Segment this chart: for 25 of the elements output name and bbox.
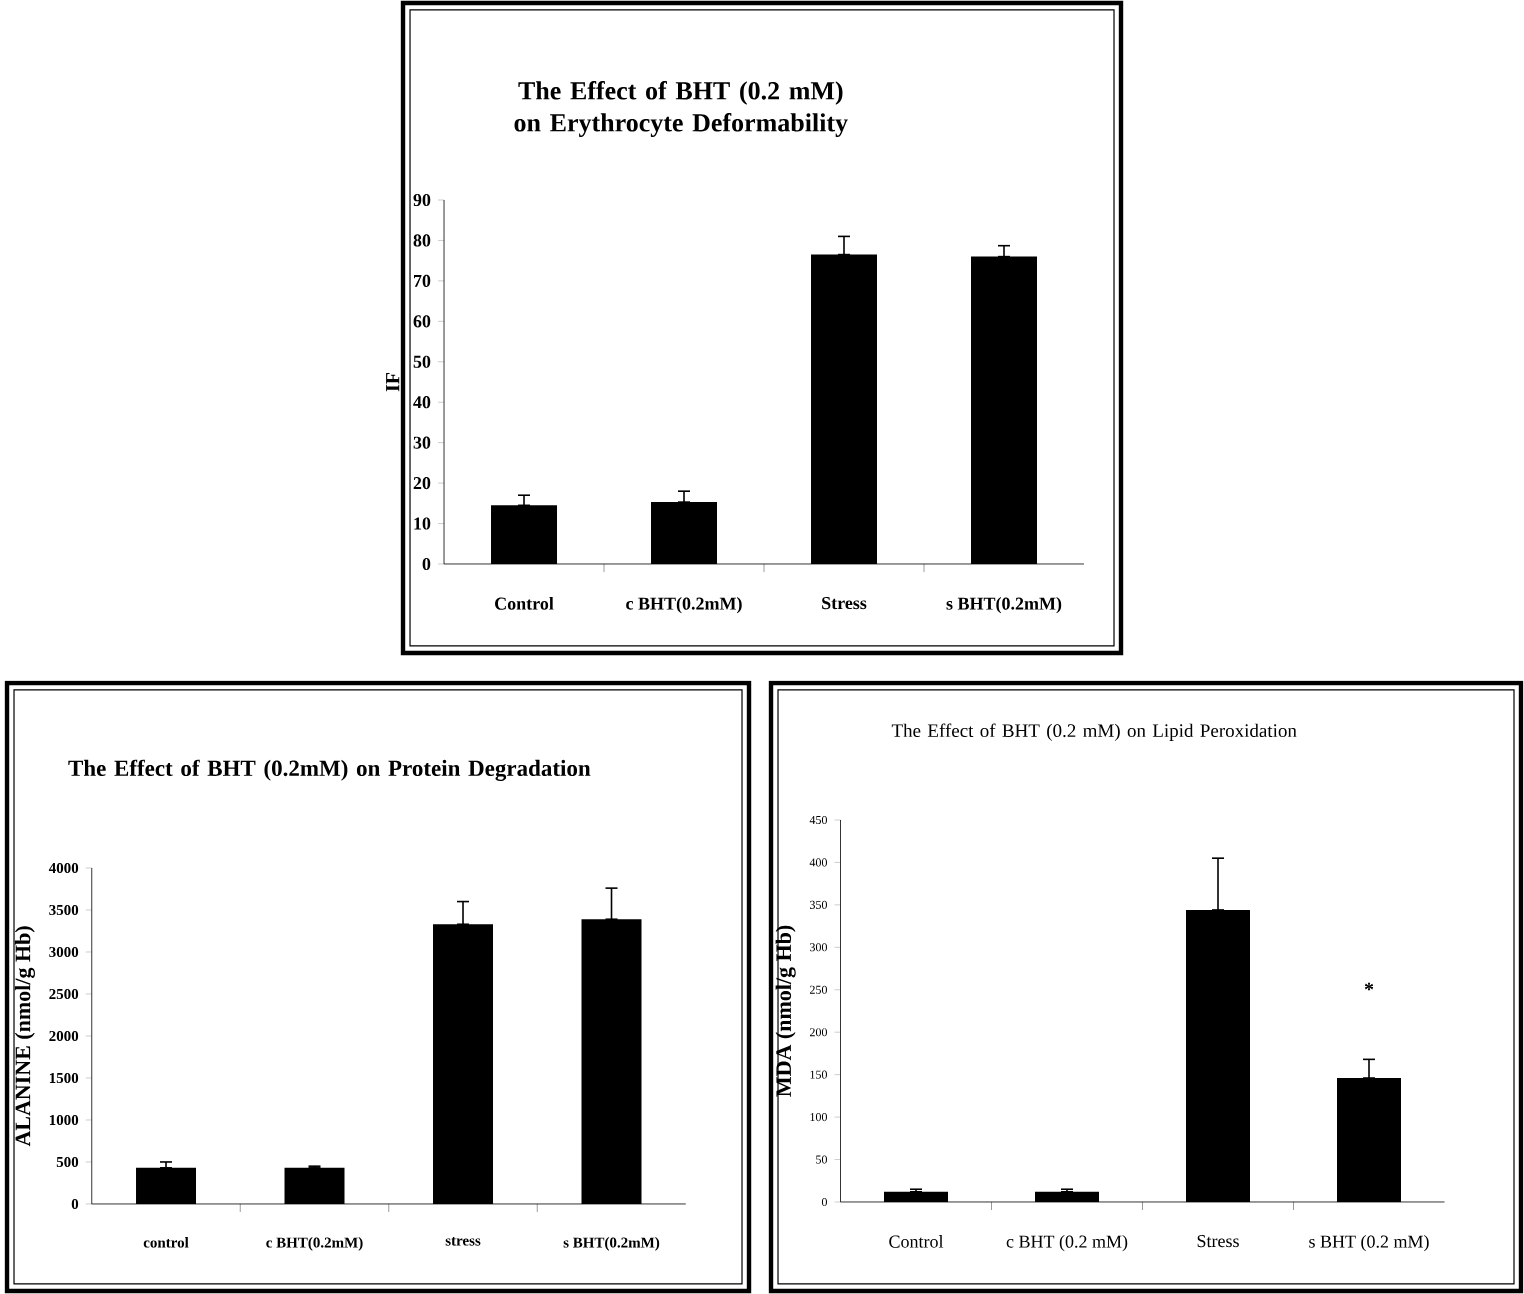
x-tick-label: s BHT (0.2 mM) (1309, 1235, 1429, 1252)
y-axis-title: MDA (nmol/g Hb) (775, 925, 796, 1097)
x-tick-label: c BHT(0.2mM) (626, 597, 742, 614)
y-tick-label: 80 (413, 234, 431, 247)
y-tick-label: 90 (413, 193, 431, 207)
y-tick-label: 20 (413, 477, 431, 490)
chart-title: The Effect of BHT (0.2 mM) on Lipid Peroxidation (891, 723, 1297, 741)
x-tick-label: s BHT(0.2mM) (946, 597, 1062, 614)
y-tick-label: 50 (413, 355, 431, 368)
x-tick-label: Stress (1197, 1235, 1239, 1248)
y-tick-label: 0 (422, 557, 431, 571)
x-tick-label: c BHT (0.2 mM) (1006, 1235, 1128, 1252)
y-axis-title: ALANINE (nmol/g Hb) (14, 926, 35, 1147)
chart-title: The Effect of BHT (0.2 mM) on Erythrocyte Deformability (514, 81, 848, 137)
annotation: * (1364, 982, 1374, 991)
y-axis-title: IF (386, 372, 400, 392)
y-tick-label: 30 (413, 436, 431, 449)
y-tick-label: 60 (413, 315, 431, 328)
y-tick-label: 70 (413, 274, 431, 287)
chart-title: The Effect of BHT (0.2mM) on Protein Degradation (68, 759, 591, 781)
x-tick-label: Control (495, 597, 554, 610)
y-tick-label: 40 (413, 396, 431, 409)
x-tick-label: Stress (822, 597, 867, 610)
y-tick-label: 10 (414, 517, 431, 530)
x-tick-label: Control (889, 1235, 944, 1248)
